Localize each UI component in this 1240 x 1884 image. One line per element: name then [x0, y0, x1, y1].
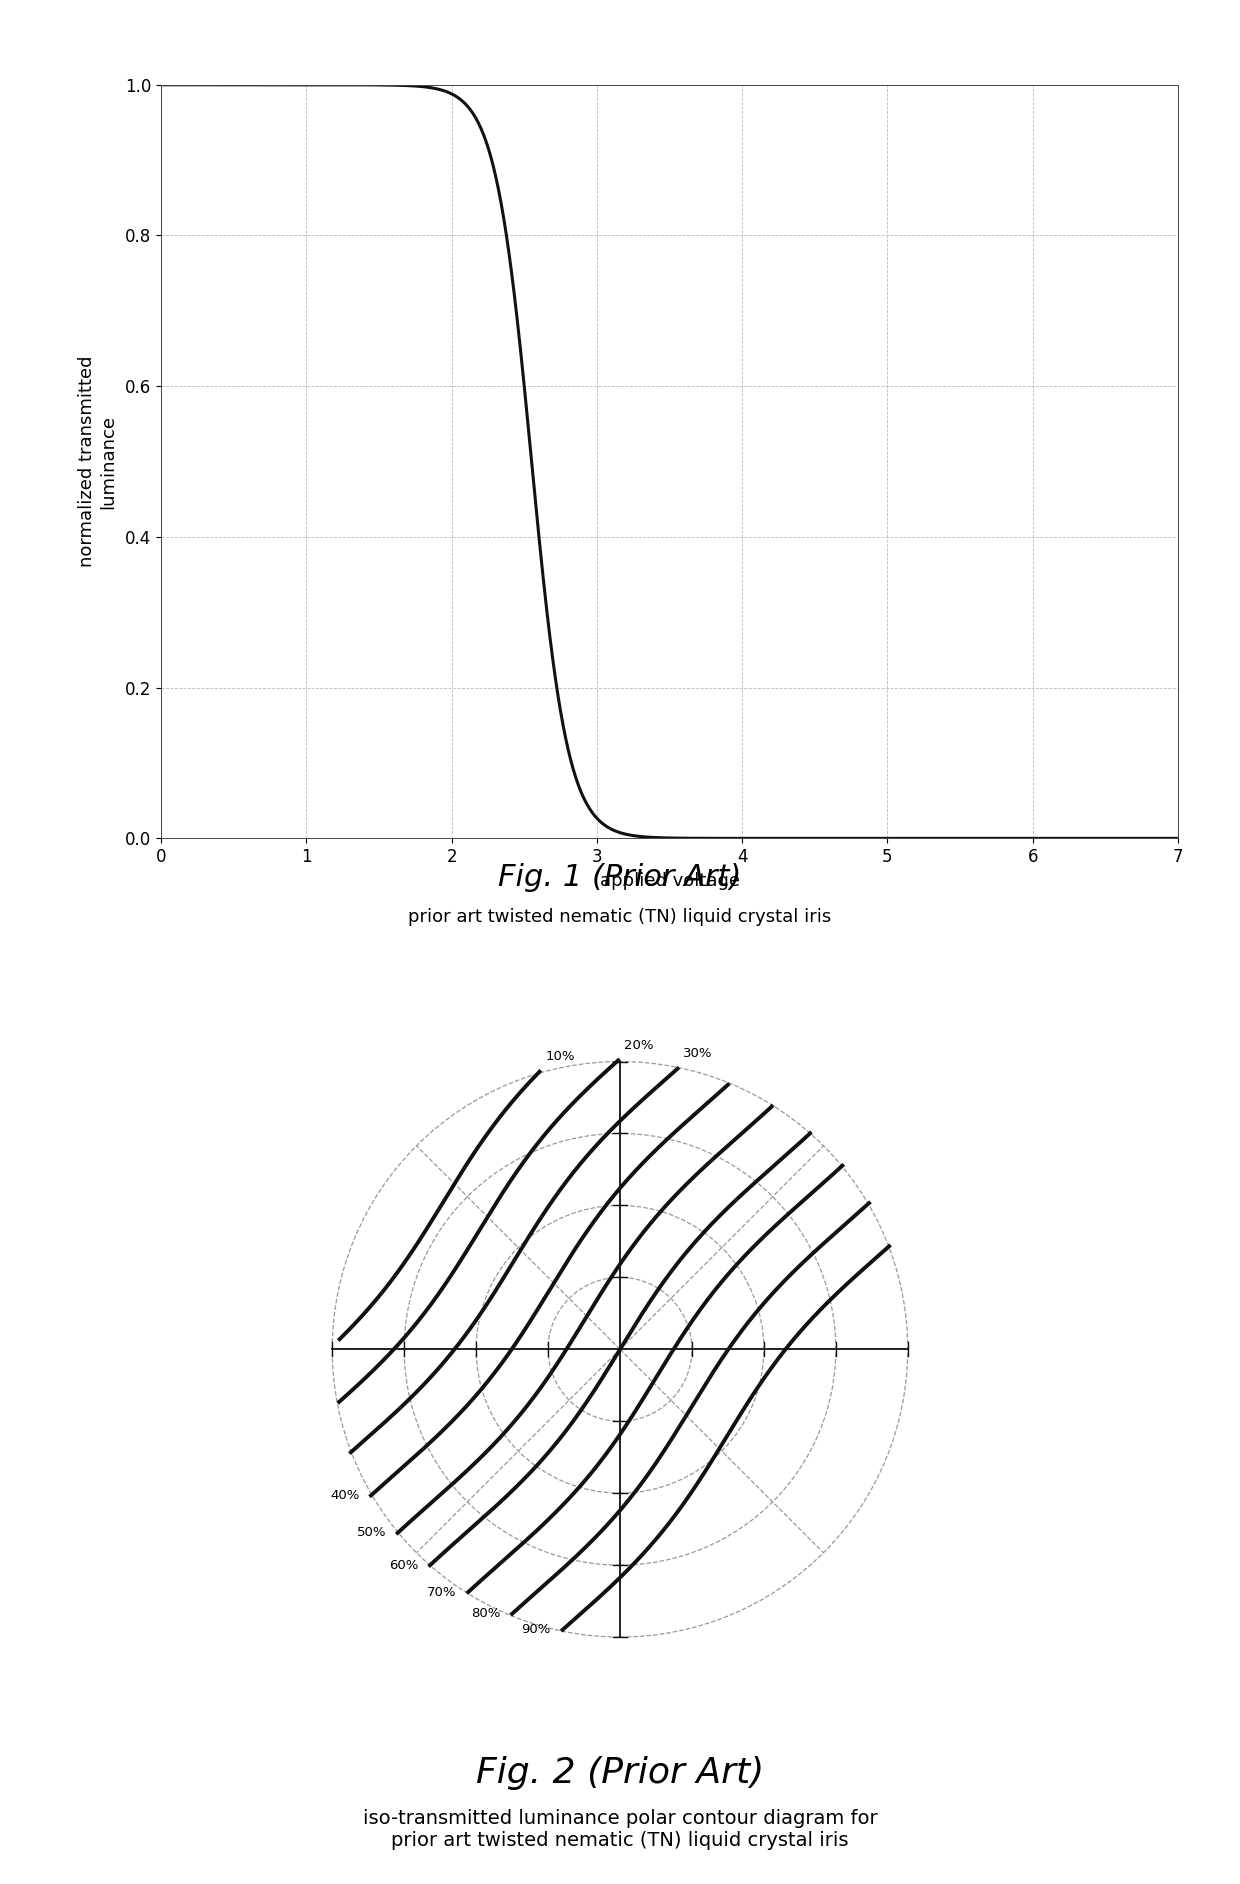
Text: 40%: 40%	[330, 1488, 360, 1502]
Text: 90%: 90%	[522, 1624, 551, 1637]
Text: 30%: 30%	[683, 1048, 713, 1061]
Text: 70%: 70%	[428, 1586, 456, 1600]
Text: iso-transmitted luminance polar contour diagram for
prior art twisted nematic (T: iso-transmitted luminance polar contour …	[362, 1809, 878, 1850]
X-axis label: applied voltage: applied voltage	[600, 872, 739, 889]
Text: Fig. 1 (Prior Art): Fig. 1 (Prior Art)	[498, 863, 742, 891]
Text: 60%: 60%	[389, 1558, 418, 1571]
Text: 50%: 50%	[357, 1526, 386, 1539]
Y-axis label: normalized transmitted
luminance: normalized transmitted luminance	[78, 356, 117, 567]
Text: 80%: 80%	[471, 1607, 501, 1620]
Text: 10%: 10%	[546, 1049, 575, 1063]
Text: 20%: 20%	[624, 1038, 653, 1051]
Text: prior art twisted nematic (TN) liquid crystal iris: prior art twisted nematic (TN) liquid cr…	[408, 908, 832, 927]
Text: Fig. 2 (Prior Art): Fig. 2 (Prior Art)	[476, 1756, 764, 1790]
